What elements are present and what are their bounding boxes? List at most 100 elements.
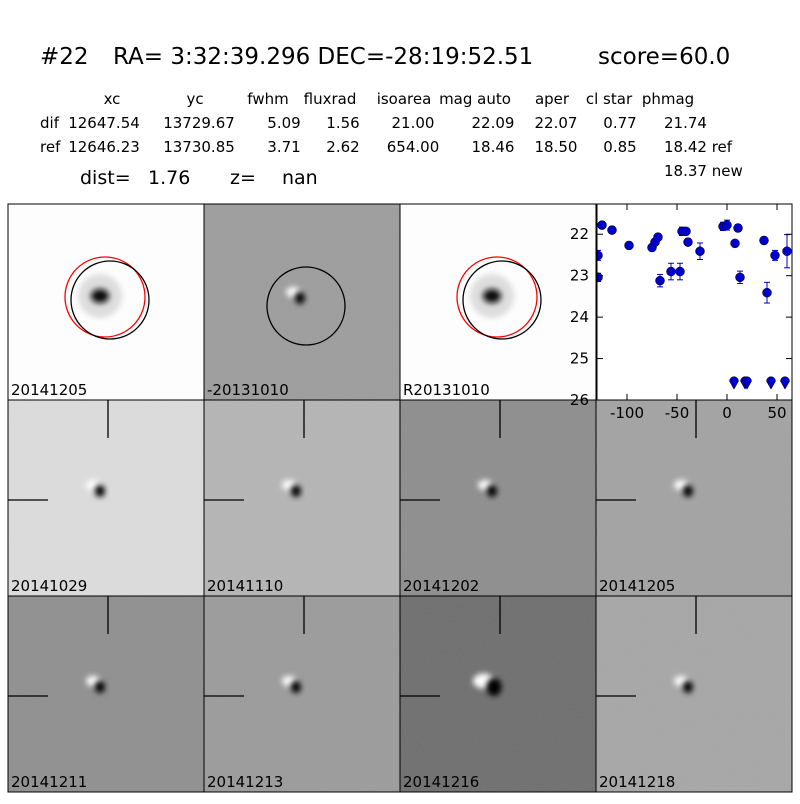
dipole-dark [683, 485, 693, 497]
stamp: 20141216 [399, 595, 597, 793]
point [624, 240, 634, 251]
column-header: phmag [642, 90, 694, 108]
stamp-noise [204, 596, 400, 792]
table-cell: 21.74 [664, 114, 707, 132]
stamp-label: 20141029 [11, 577, 87, 595]
stamp: 20141029 [7, 399, 205, 597]
upper-limit [729, 376, 739, 390]
stamp-noise [8, 400, 204, 596]
stamp: 20141205 [7, 203, 205, 401]
table-cell: 5.09 [267, 114, 300, 132]
table-cell: 0.85 [603, 138, 636, 156]
point [733, 223, 743, 233]
table-cell: 654.00 [387, 138, 440, 156]
source [91, 289, 109, 303]
stamp: 20141202 [399, 399, 597, 597]
point [730, 238, 740, 249]
table-cell: 12646.23 [68, 138, 140, 156]
point [597, 272, 603, 283]
point [722, 220, 732, 230]
dif-circle [462, 260, 542, 340]
point [597, 250, 603, 261]
stamp-noise [596, 596, 792, 792]
stamp-noise [596, 400, 792, 596]
row-label: dif [40, 114, 60, 132]
table-cell: 18.50 [535, 138, 578, 156]
stamp: 20141213 [203, 595, 401, 793]
table-cell: 12647.54 [68, 114, 140, 132]
table-cell: 22.09 [472, 114, 515, 132]
point [695, 246, 705, 256]
stamp: 20141218 [595, 595, 793, 793]
upper-limit [766, 376, 776, 390]
y-tick-label: 26 [570, 391, 589, 409]
x-tick-label: 50 [767, 404, 786, 422]
table-cell: 18.46 [472, 138, 515, 156]
table-cell: 0.77 [603, 114, 636, 132]
dist-label: dist= [80, 167, 131, 189]
upper-limit [780, 376, 790, 390]
column-header: mag auto [439, 90, 511, 108]
stamp-noise [400, 400, 596, 596]
dipole-dark [291, 681, 301, 693]
column-header: xc [104, 90, 121, 108]
score: score=60.0 [598, 44, 730, 70]
row-label: ref [40, 138, 61, 156]
stamp-label: 20141110 [207, 577, 283, 595]
stamp-label: R20131010 [403, 381, 490, 399]
stamp: 20141211 [7, 595, 205, 793]
z-value: nan [282, 167, 318, 189]
plot-points [597, 219, 792, 390]
table-cell: 21.00 [392, 114, 435, 132]
dipole-dark [295, 292, 305, 304]
table-cell: 18.42 ref [664, 138, 733, 156]
stamp-noise [8, 596, 204, 792]
point [735, 272, 745, 283]
ref-circle [64, 256, 146, 338]
stamp: 20141205 [595, 399, 793, 597]
y-tick-label: 22 [570, 225, 589, 243]
point [762, 287, 772, 298]
point [653, 232, 663, 242]
x-tick-label: 0 [722, 404, 732, 422]
x-tick-label: -100 [610, 404, 644, 422]
stamp: -20131010 [203, 203, 401, 401]
plot-frame [596, 203, 793, 401]
table-cell: 1.56 [326, 114, 359, 132]
stamp-label: -20131010 [207, 381, 289, 399]
y-tick-label: 24 [570, 308, 589, 326]
point [759, 235, 769, 246]
column-header: fluxrad [304, 90, 357, 108]
upper-limit [742, 376, 752, 390]
stamp: R20131010 [399, 203, 597, 401]
table-cell: 3.71 [267, 138, 300, 156]
point [597, 220, 607, 230]
plot-area [597, 204, 792, 400]
stamp-label: 20141202 [403, 577, 479, 595]
column-header: isoarea [377, 90, 432, 108]
table-cell: 13729.67 [163, 114, 235, 132]
dipole-dark [95, 681, 105, 693]
table-cell: 2.62 [326, 138, 359, 156]
column-header: cl star [586, 90, 633, 108]
ref-circle [456, 256, 538, 338]
dif-circle [70, 260, 150, 340]
point [681, 226, 691, 237]
stamp-noise [204, 400, 400, 596]
dist-value: 1.76 [148, 167, 190, 189]
column-header: fwhm [247, 90, 288, 108]
light-curve: 22 23 24 25 26 -100 -50 0 50 [570, 203, 793, 422]
point [666, 266, 676, 277]
stamp-label: 20141216 [403, 773, 479, 791]
point [655, 275, 665, 286]
point [683, 237, 693, 247]
point [770, 250, 780, 261]
stamps: 20141205 -20131010 R20131010 20141029 201411… [7, 203, 793, 793]
dif-circle [266, 266, 346, 346]
y-tick-label: 23 [570, 267, 589, 285]
stamp-label: 20141218 [599, 773, 675, 791]
coordinates: RA= 3:32:39.296 DEC=-28:19:52.51 [113, 44, 533, 70]
stamp-label: 20141205 [599, 577, 675, 595]
stamp-frame [595, 595, 793, 793]
